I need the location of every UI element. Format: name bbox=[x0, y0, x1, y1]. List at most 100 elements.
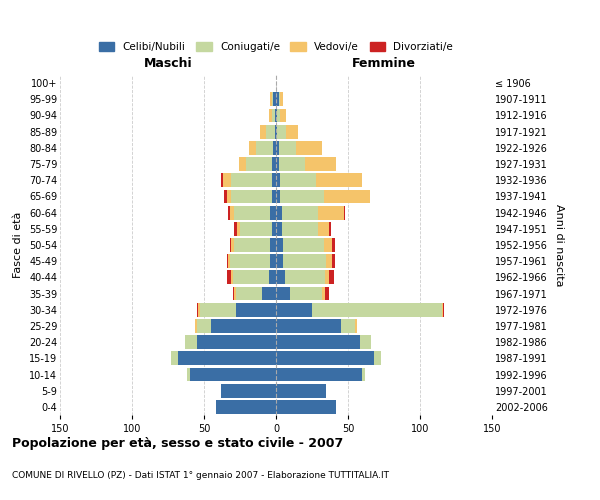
Bar bbox=[326, 254, 332, 268]
Bar bbox=[211, 319, 276, 333]
Bar bbox=[262, 286, 276, 300]
Bar bbox=[227, 190, 232, 203]
Bar bbox=[234, 206, 270, 220]
Bar bbox=[305, 157, 337, 171]
Bar bbox=[323, 190, 370, 203]
Bar bbox=[273, 141, 276, 154]
Bar bbox=[197, 303, 198, 316]
Bar bbox=[276, 286, 290, 300]
Bar bbox=[270, 206, 276, 220]
Y-axis label: Fasce di età: Fasce di età bbox=[13, 212, 23, 278]
Bar bbox=[276, 270, 284, 284]
Bar bbox=[266, 125, 275, 138]
Bar bbox=[280, 108, 286, 122]
Bar bbox=[275, 108, 276, 122]
Bar bbox=[276, 157, 279, 171]
Bar bbox=[276, 174, 280, 187]
Bar bbox=[325, 286, 329, 300]
Bar bbox=[286, 125, 298, 138]
Bar bbox=[223, 174, 232, 187]
Bar bbox=[230, 238, 232, 252]
Bar bbox=[276, 206, 282, 220]
Bar bbox=[221, 384, 276, 398]
Bar bbox=[279, 141, 296, 154]
Bar bbox=[275, 125, 276, 138]
Bar bbox=[232, 190, 272, 203]
Bar bbox=[280, 190, 323, 203]
Bar bbox=[276, 222, 282, 235]
Bar bbox=[270, 238, 276, 252]
Bar bbox=[282, 206, 318, 220]
Bar bbox=[240, 222, 272, 235]
Bar bbox=[296, 141, 322, 154]
Bar bbox=[442, 303, 443, 316]
Bar bbox=[224, 190, 227, 203]
Text: Popolazione per età, sesso e stato civile - 2007: Popolazione per età, sesso e stato civil… bbox=[12, 437, 343, 450]
Bar bbox=[230, 206, 234, 220]
Bar bbox=[312, 303, 442, 316]
Bar bbox=[276, 368, 362, 382]
Bar bbox=[187, 368, 190, 382]
Bar bbox=[276, 303, 312, 316]
Bar bbox=[185, 336, 197, 349]
Bar bbox=[277, 125, 286, 138]
Bar bbox=[272, 222, 276, 235]
Bar bbox=[239, 157, 246, 171]
Bar bbox=[318, 206, 344, 220]
Bar bbox=[276, 108, 277, 122]
Bar bbox=[229, 254, 230, 268]
Bar bbox=[276, 238, 283, 252]
Bar bbox=[273, 92, 276, 106]
Bar bbox=[260, 125, 266, 138]
Bar bbox=[276, 384, 326, 398]
Bar bbox=[374, 352, 381, 365]
Bar bbox=[269, 270, 276, 284]
Bar bbox=[230, 254, 270, 268]
Bar bbox=[355, 319, 356, 333]
Bar bbox=[323, 238, 332, 252]
Bar bbox=[234, 286, 236, 300]
Bar bbox=[270, 92, 272, 106]
Bar bbox=[227, 270, 232, 284]
Y-axis label: Anni di nascita: Anni di nascita bbox=[554, 204, 565, 286]
Bar bbox=[234, 238, 270, 252]
Bar bbox=[344, 206, 345, 220]
Text: COMUNE DI RIVELLO (PZ) - Dati ISTAT 1° gennaio 2007 - Elaborazione TUTTITALIA.IT: COMUNE DI RIVELLO (PZ) - Dati ISTAT 1° g… bbox=[12, 471, 389, 480]
Bar bbox=[232, 270, 233, 284]
Bar bbox=[276, 336, 359, 349]
Bar bbox=[316, 174, 362, 187]
Bar bbox=[322, 286, 325, 300]
Bar bbox=[276, 352, 374, 365]
Bar bbox=[277, 108, 280, 122]
Bar bbox=[362, 368, 365, 382]
Bar bbox=[318, 222, 329, 235]
Bar bbox=[246, 157, 272, 171]
Bar bbox=[282, 222, 318, 235]
Bar bbox=[283, 238, 323, 252]
Bar bbox=[200, 303, 236, 316]
Bar bbox=[276, 125, 277, 138]
Bar bbox=[443, 303, 445, 316]
Bar bbox=[276, 400, 337, 414]
Bar bbox=[329, 270, 334, 284]
Legend: Celibi/Nubili, Coniugati/e, Vedovi/e, Divorziati/e: Celibi/Nubili, Coniugati/e, Vedovi/e, Di… bbox=[95, 38, 457, 56]
Bar bbox=[221, 174, 223, 187]
Bar bbox=[276, 254, 283, 268]
Bar bbox=[237, 222, 240, 235]
Bar bbox=[227, 254, 229, 268]
Bar bbox=[341, 319, 355, 333]
Bar bbox=[232, 238, 234, 252]
Bar bbox=[290, 286, 322, 300]
Bar bbox=[272, 92, 273, 106]
Bar bbox=[283, 254, 326, 268]
Bar bbox=[256, 141, 273, 154]
Bar bbox=[197, 336, 276, 349]
Bar bbox=[233, 270, 269, 284]
Bar bbox=[359, 336, 371, 349]
Bar bbox=[233, 286, 234, 300]
Text: Maschi: Maschi bbox=[143, 57, 193, 70]
Bar bbox=[284, 270, 325, 284]
Bar bbox=[272, 157, 276, 171]
Bar bbox=[280, 92, 283, 106]
Bar bbox=[329, 222, 331, 235]
